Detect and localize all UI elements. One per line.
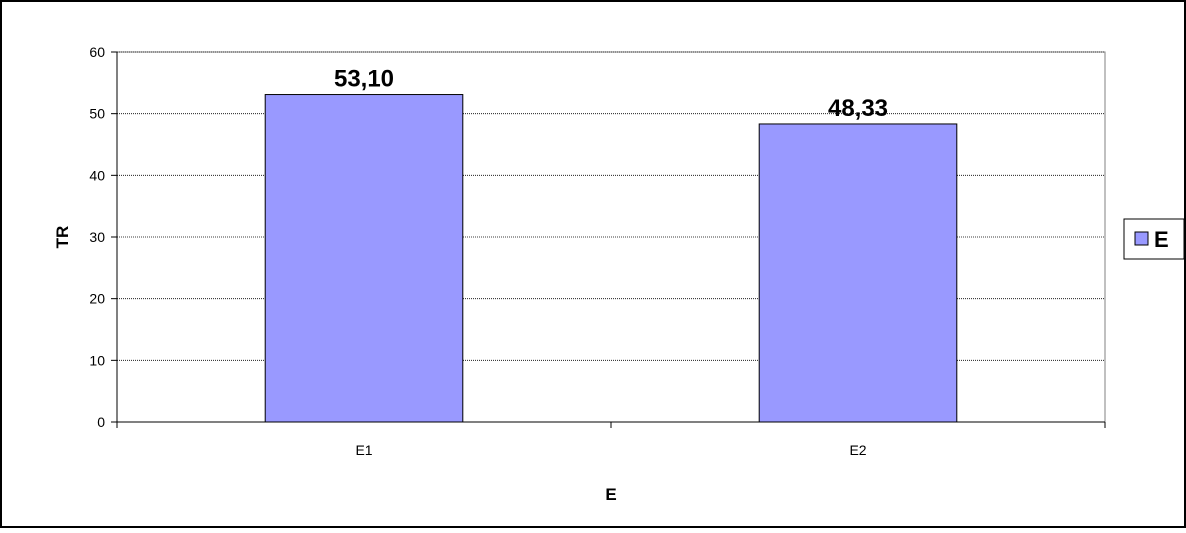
bar	[758, 123, 958, 423]
labels: 0 10 20 30 40 50 60 53,10 E1 48,33 E2	[89, 44, 888, 458]
y-tick-label: 40	[89, 167, 105, 183]
y-tick-label: 20	[89, 291, 105, 307]
y-tick-label: 60	[89, 44, 105, 60]
bars	[264, 94, 958, 423]
y-tick-label: 10	[89, 352, 105, 368]
legend-swatch	[1134, 231, 1149, 246]
bar	[264, 94, 464, 423]
y-tick-label: 0	[97, 414, 105, 430]
data-label: 53,10	[334, 66, 394, 93]
data-label: 48,33	[828, 95, 888, 122]
y-tick-label: 50	[89, 106, 105, 122]
y-tick-label: 30	[89, 229, 105, 245]
x-tick-label: E2	[849, 442, 866, 458]
x-axis-title: E	[605, 485, 616, 504]
axes	[111, 51, 1106, 428]
x-tick-label: E1	[355, 442, 372, 458]
legend-label: E	[1154, 227, 1169, 252]
y-axis-title: TR	[53, 226, 72, 249]
legend-box	[1123, 218, 1185, 260]
legend: E	[1123, 218, 1185, 260]
